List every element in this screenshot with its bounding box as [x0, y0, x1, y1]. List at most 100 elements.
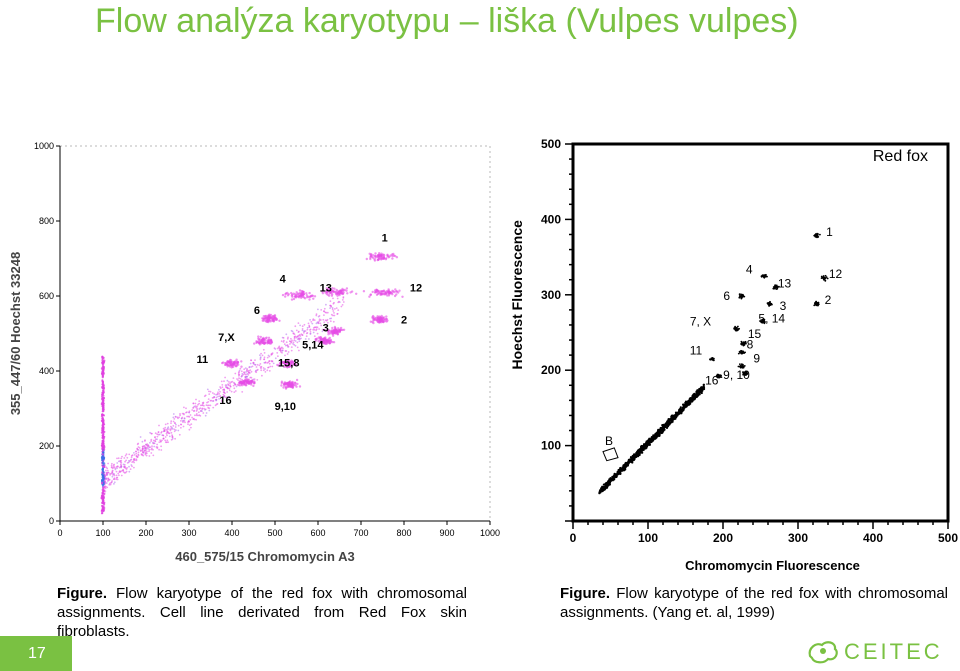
scatter-point — [145, 454, 148, 457]
scatter-point — [149, 441, 151, 444]
scatter-point — [632, 455, 635, 458]
scatter-point — [156, 433, 159, 436]
scatter-point — [291, 386, 295, 389]
scatter-point — [317, 336, 321, 339]
scatter-point — [395, 256, 399, 259]
scatter-point — [338, 290, 342, 293]
scatter-point — [101, 401, 104, 404]
scatter-point — [319, 322, 322, 325]
scatter-point — [290, 349, 293, 352]
scatter-point — [285, 363, 288, 367]
scatter-point — [641, 451, 644, 454]
scatter-point — [631, 458, 634, 461]
scatter-point — [156, 446, 159, 448]
scatter-point — [192, 402, 195, 405]
scatter-point — [638, 452, 641, 455]
scatter-point — [276, 363, 279, 367]
scatter-point — [234, 390, 237, 392]
scatter-point — [190, 423, 193, 425]
scatter-point — [816, 232, 818, 235]
scatter-point — [173, 428, 176, 431]
scatter-point — [258, 364, 261, 367]
scatter-point — [106, 469, 109, 472]
scatter-point — [188, 411, 191, 414]
scatter-point — [101, 407, 104, 410]
scatter-point — [634, 455, 637, 459]
scatter-point — [312, 331, 315, 334]
scatter-point — [141, 440, 144, 443]
scatter-point — [151, 445, 153, 448]
scatter-point — [208, 393, 211, 395]
scatter-point — [223, 395, 225, 398]
scatter-point — [680, 410, 683, 413]
scatter-point — [317, 339, 320, 343]
scatter-point — [173, 418, 176, 420]
scatter-point — [175, 429, 177, 431]
scatter-point — [695, 392, 698, 395]
scatter-point — [263, 352, 266, 354]
scatter-point — [167, 426, 170, 429]
scatter-point — [327, 329, 330, 332]
scatter-point — [316, 332, 319, 335]
scatter-point — [164, 439, 167, 442]
scatter-point — [311, 294, 314, 298]
scatter-point — [241, 375, 243, 378]
scatter-point — [117, 460, 120, 463]
scatter-point — [313, 295, 317, 298]
scatter-point — [130, 454, 133, 457]
scatter-point — [101, 413, 104, 416]
scatter-point — [713, 357, 715, 360]
scatter-point — [340, 305, 343, 308]
scatter-point — [393, 290, 396, 294]
scatter-point — [107, 471, 110, 474]
scatter-point — [332, 310, 335, 312]
scatter-point — [667, 422, 670, 426]
scatter-point — [256, 363, 259, 366]
scatter-point — [185, 407, 187, 410]
scatter-point — [296, 292, 299, 296]
cluster-1 — [813, 232, 821, 239]
scatter-point — [259, 341, 263, 344]
scatter-point — [599, 490, 602, 493]
scatter-point — [692, 393, 695, 396]
scatter-point — [232, 361, 236, 365]
scatter-point — [308, 338, 310, 340]
scatter-point — [226, 360, 229, 363]
scatter-point — [147, 444, 150, 447]
scatter-point — [636, 450, 639, 453]
scatter-point — [250, 383, 253, 386]
scatter-point — [296, 382, 299, 386]
scatter-point — [333, 312, 335, 314]
scatter-point — [244, 383, 247, 386]
scatter-point — [332, 314, 334, 317]
scatter-point — [125, 453, 128, 456]
scatter-point — [309, 329, 311, 331]
scatter-point — [345, 287, 349, 290]
cluster-label: 13 — [778, 276, 792, 290]
scatter-point — [328, 341, 332, 345]
scatter-point — [738, 296, 741, 299]
scatter-point — [218, 393, 221, 395]
scatter-point — [194, 414, 196, 417]
scatter-point — [820, 275, 823, 278]
scatter-point — [102, 414, 105, 417]
x-tick-label: 1000 — [480, 528, 500, 538]
scatter-point — [290, 346, 293, 348]
cluster-9--10 — [742, 370, 749, 376]
scatter-point — [101, 461, 104, 464]
cluster-2 — [813, 300, 820, 307]
scatter-point — [255, 369, 257, 372]
scatter-point — [120, 474, 123, 477]
scatter-point — [318, 341, 321, 345]
scatter-point — [239, 378, 242, 380]
y-tick-label: 200 — [541, 363, 561, 377]
scatter-point — [385, 317, 388, 321]
scatter-point — [681, 407, 685, 411]
scatter-point — [255, 341, 259, 344]
scatter-point — [248, 369, 250, 372]
scatter-point — [267, 336, 271, 339]
scatter-point — [289, 343, 291, 345]
scatter-point — [182, 425, 185, 428]
scatter-point — [228, 381, 230, 383]
scatter-point — [293, 337, 296, 340]
